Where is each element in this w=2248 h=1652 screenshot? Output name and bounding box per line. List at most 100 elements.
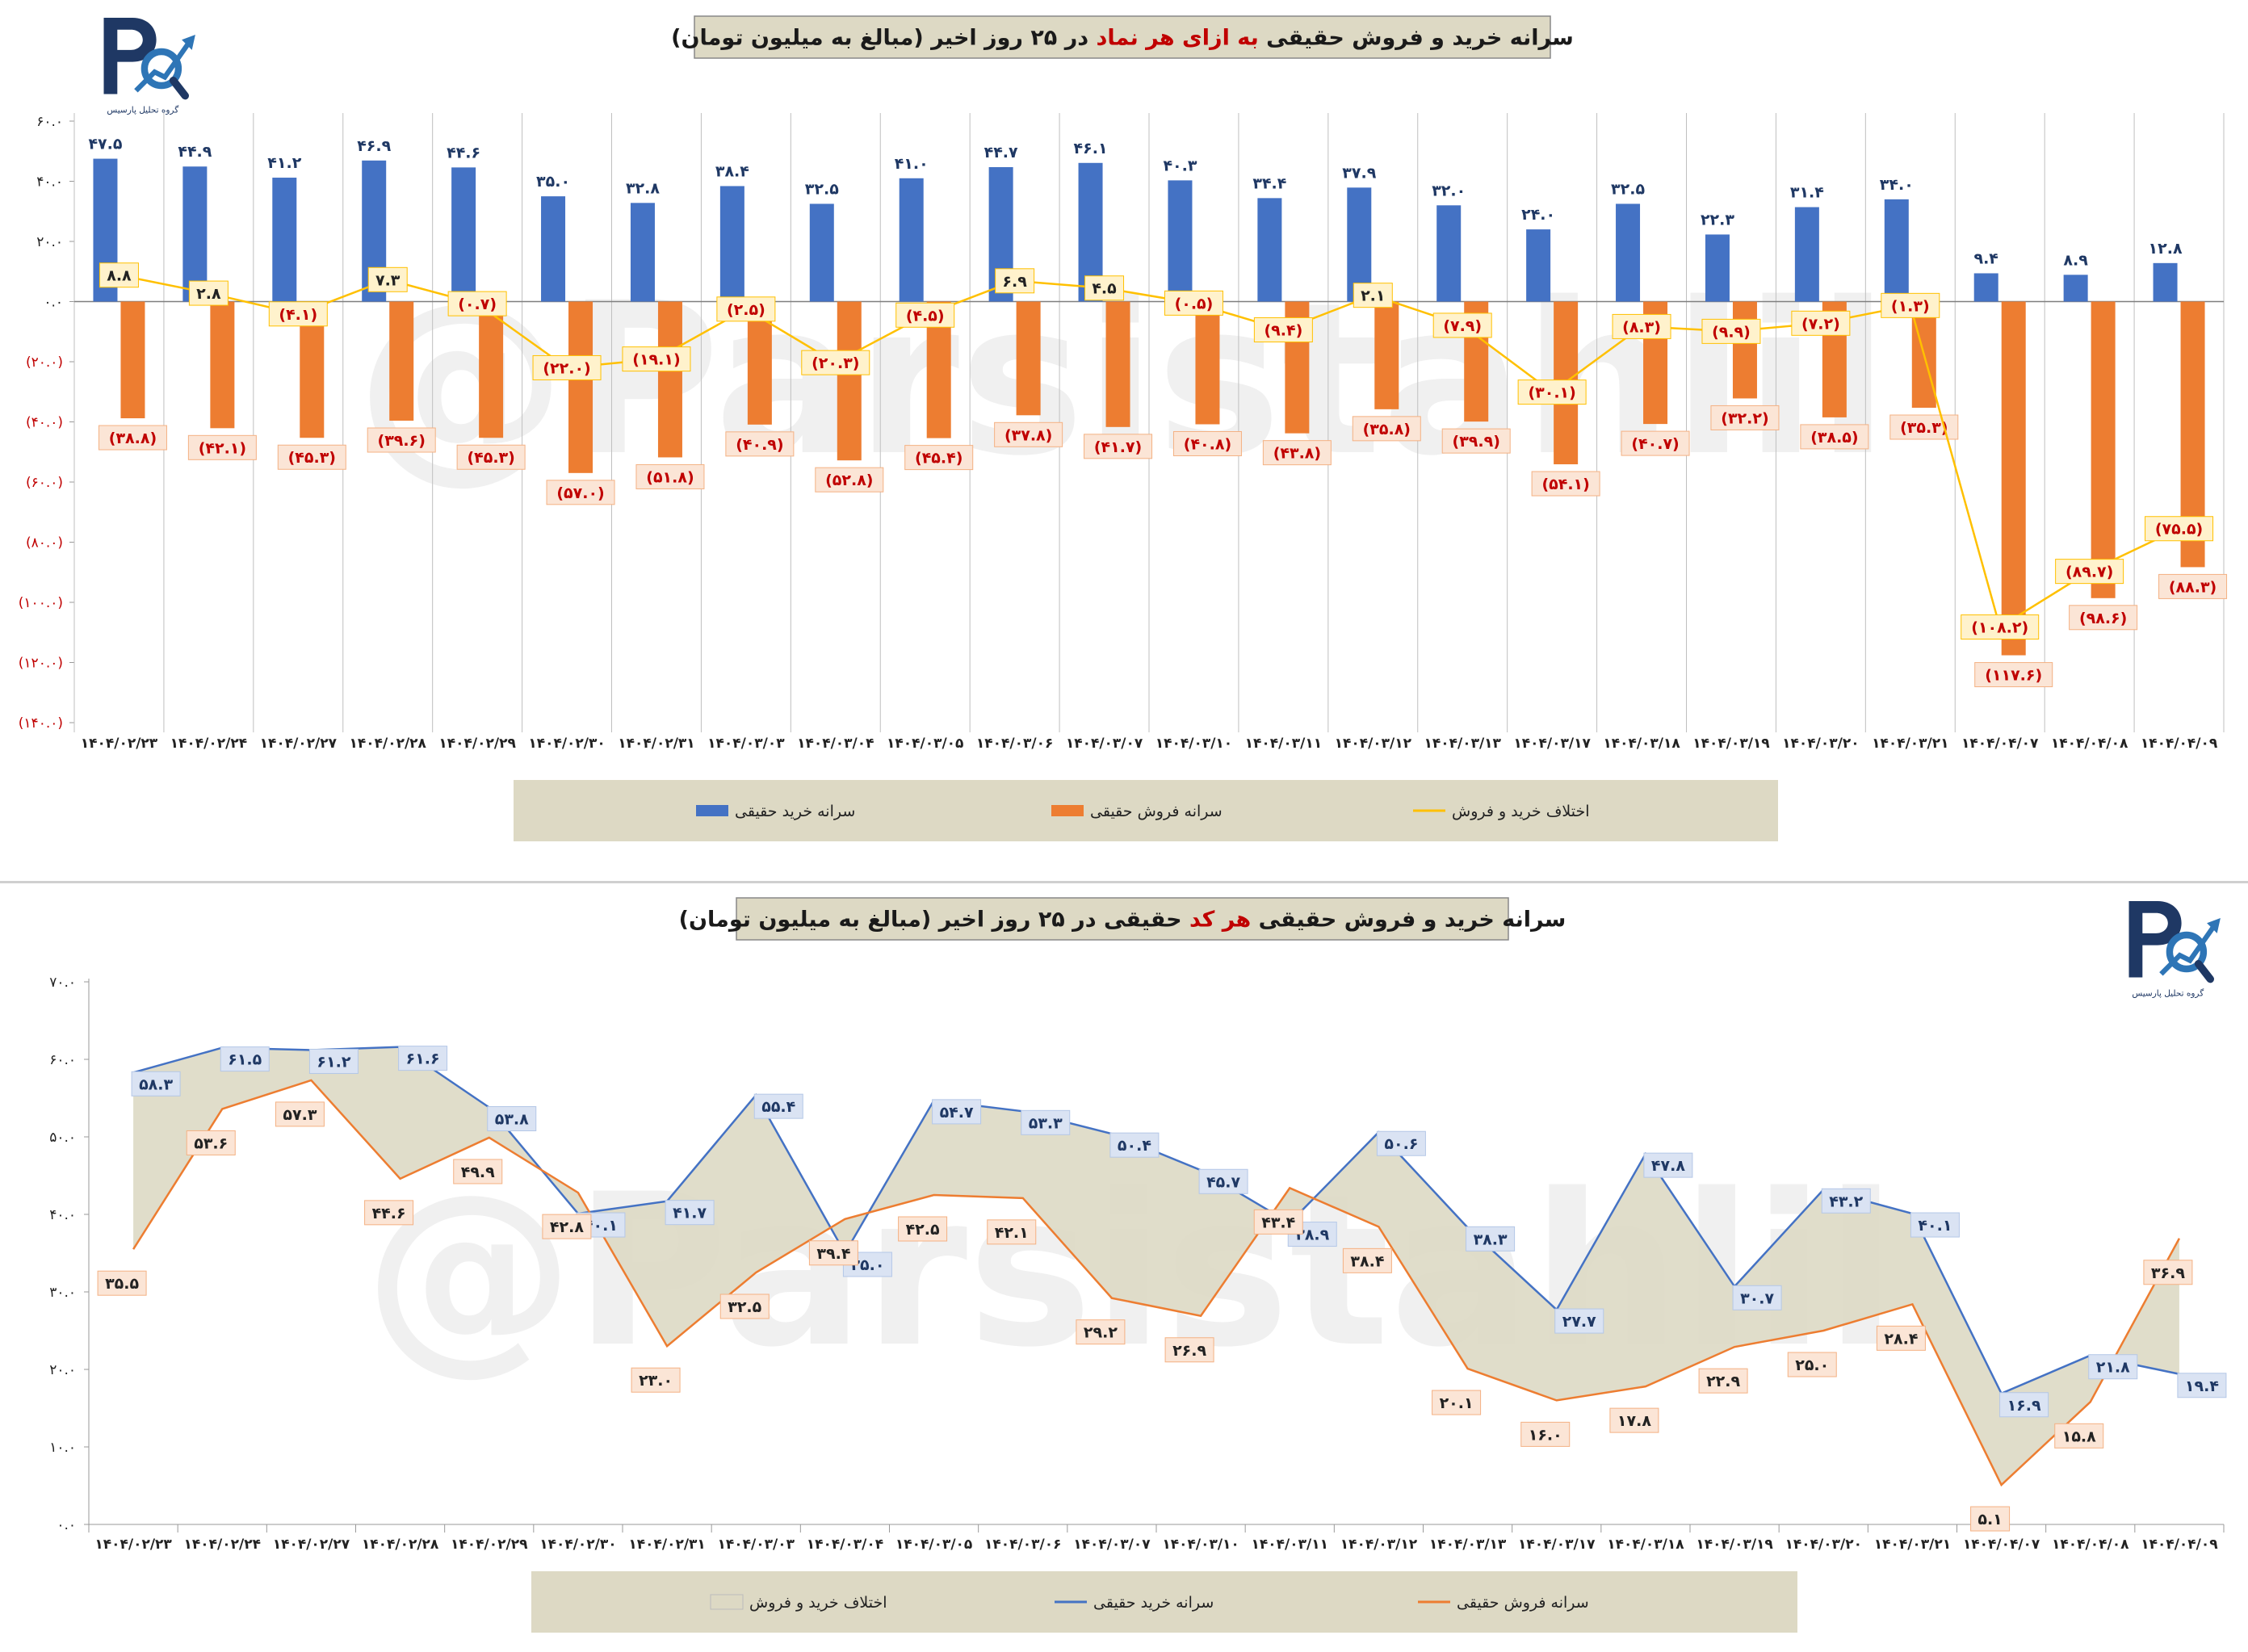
chart-1-legend: سرانه خرید حقیقی سرانه فروش حقیقی اختلاف خ… xyxy=(514,780,1778,841)
chart-1-buy-bar-19 xyxy=(1794,207,1819,302)
chart-2-sell-label-12: ۲۶.۹ xyxy=(1172,1342,1206,1360)
chart-1-diff-label-18: (۹.۹) xyxy=(1712,323,1751,341)
chart-1-ytick-label-1: ۴۰.۰ xyxy=(36,174,63,191)
chart-1-diff-label-17-bg xyxy=(1612,313,1671,339)
chart-1-diff-label-8: (۲۰.۳) xyxy=(812,354,859,372)
chart-2-sell-label-21-bg xyxy=(1970,1506,2011,1532)
chart-1-sell-bar-12 xyxy=(1195,301,1220,425)
chart-1-diff-label-12-bg xyxy=(1164,290,1223,316)
chart-1-xtick-label-3: ۱۴۰۴/۰۲/۲۸ xyxy=(349,736,426,752)
chart-2-buy-label-10: ۵۳.۳ xyxy=(1029,1114,1063,1132)
chart-2-ytick-label-7: ۰.۰ xyxy=(57,1517,76,1533)
chart-1-ytick-label-9: (۱۲۰.۰) xyxy=(19,656,63,672)
chart-2-sell-label-20-bg xyxy=(1876,1325,1926,1351)
chart-1-diff-label-8-bg xyxy=(801,350,870,375)
chart-1-ytick-label-6: (۶۰.۰) xyxy=(26,475,63,491)
chart-1-diff-label-23: (۷۵.۵) xyxy=(2155,521,2203,539)
chart-1-sell-label-20: (۳۵.۳) xyxy=(1900,419,1948,437)
chart-2-diff-area xyxy=(133,1046,2179,1486)
panel-separator xyxy=(0,881,2248,883)
chart-1-xtick-label-22: ۱۴۰۴/۰۴/۰۸ xyxy=(2051,736,2128,752)
chart-2-logo-magnifier-icon xyxy=(2166,931,2208,973)
chart-2-sell-label-13: ۴۳.۴ xyxy=(1261,1214,1295,1231)
chart-1-diff-label-5: (۲۲.۰) xyxy=(543,359,590,377)
chart-1-ytick-label-0: ۶۰.۰ xyxy=(36,114,63,130)
chart-2-buy-label-17: ۴۷.۸ xyxy=(1651,1157,1685,1175)
chart-1-diff-label-21: (۱۰۸.۲) xyxy=(1971,619,2028,637)
chart-panel-1: @Parsistahlil ۶۰.۰۴۰.۰۲۰.۰۰.۰(۲۰.۰)(۴۰.۰… xyxy=(19,15,2228,841)
chart-2-sell-label-19-bg xyxy=(1787,1352,1837,1377)
chart-1-buy-label-5: ۳۵.۰ xyxy=(536,173,570,191)
chart-2-buy-label-11-bg xyxy=(1109,1132,1160,1158)
chart-1-sell-label-10-bg xyxy=(994,421,1063,447)
chart-1-diff-label-23-bg xyxy=(2145,516,2214,542)
chart-1-sell-label-3-bg xyxy=(367,427,436,453)
chart-1-xtick-label-7: ۱۴۰۴/۰۳/۰۳ xyxy=(707,736,785,752)
chart-2-xtick-label-19: ۱۴۰۴/۰۳/۲۰ xyxy=(1785,1537,1862,1553)
chart-1-diff-label-4: (۰.۷) xyxy=(458,296,497,313)
chart-1-diff-label-10: ۶.۹ xyxy=(1002,273,1027,291)
chart-1-diff-label-5-bg xyxy=(532,354,602,380)
chart-1-ytick-label-3: ۰.۰ xyxy=(44,295,63,311)
chart-1-ytick-label-5: (۴۰.۰) xyxy=(26,415,63,431)
chart-1-buy-bar-1 xyxy=(182,166,208,302)
chart-2-xtick-label-15: ۱۴۰۴/۰۳/۱۳ xyxy=(1429,1537,1507,1553)
chart-1-sell-label-7: (۴۰.۹) xyxy=(736,436,783,454)
chart-2-sell-label-9-bg xyxy=(898,1216,948,1242)
chart-1-sell-label-11: (۴۱.۷) xyxy=(1094,438,1142,456)
chart-2-sell-label-18: ۲۲.۹ xyxy=(1706,1373,1740,1390)
chart-2-sell-label-15-bg xyxy=(1432,1390,1482,1415)
chart-2-sell-label-14-bg xyxy=(1342,1247,1392,1273)
chart-panel-2: @Parsistahlil ۷۰.۰۶۰.۰۵۰.۰۴۰.۰۳۰.۰۲۰.۰۱۰… xyxy=(0,883,2248,1652)
chart-2-sell-label-14: ۳۸.۴ xyxy=(1350,1252,1384,1270)
chart-1-buy-label-22: ۸.۹ xyxy=(2063,251,2088,269)
chart-2-ytick-label-0: ۷۰.۰ xyxy=(49,975,76,991)
chart-1-xtick-label-9: ۱۴۰۴/۰۳/۰۵ xyxy=(887,736,963,752)
chart-2-buy-label-3: ۶۱.۶ xyxy=(406,1050,440,1068)
chart-2-buy-label-16: ۲۷.۷ xyxy=(1562,1313,1596,1331)
chart-1-buy-bar-4 xyxy=(451,167,476,302)
chart-1-diff-label-3: ۷.۳ xyxy=(375,271,401,289)
chart-1-diff-label-3-bg xyxy=(367,266,408,292)
chart-2-legend-swatch-0 xyxy=(710,1594,744,1610)
chart-1-sell-label-1-bg xyxy=(187,434,257,460)
chart-1-xtick-label-6: ۱۴۰۴/۰۲/۳۱ xyxy=(618,736,694,752)
chart-1-sell-label-17: (۴۰.۷) xyxy=(1631,435,1679,453)
chart-1-sell-label-11-bg xyxy=(1084,434,1153,459)
chart-2-buy-label-13: ۳۸.۹ xyxy=(1295,1226,1329,1244)
chart-2-sell-label-23: ۳۶.۹ xyxy=(2151,1264,2185,1282)
chart-1-sell-label-12-bg xyxy=(1172,430,1242,456)
chart-1-diff-label-18-bg xyxy=(1701,318,1761,344)
chart-2-buy-label-14-bg xyxy=(1376,1130,1426,1156)
chart-2-buy-label-3-bg xyxy=(398,1046,448,1071)
chart-2-xtick-label-14: ۱۴۰۴/۰۳/۱۲ xyxy=(1340,1537,1418,1553)
chart-2-sell-label-10-bg xyxy=(987,1219,1037,1245)
chart-1-sell-label-2: (۴۵.۳) xyxy=(288,449,336,467)
chart-2-sell-label-16: ۱۶.۰ xyxy=(1529,1426,1562,1444)
chart-2-xtick-label-9: ۱۴۰۴/۰۳/۰۵ xyxy=(895,1537,972,1553)
chart-1-sell-label-16: (۵۴.۱) xyxy=(1541,476,1589,493)
chart-2-ytick-label-1: ۶۰.۰ xyxy=(49,1052,76,1068)
chart-2-buy-label-4-bg xyxy=(487,1106,537,1132)
chart-2-sell-label-8-bg xyxy=(808,1240,858,1266)
chart-1-sell-label-18: (۳۲.۲) xyxy=(1721,409,1768,427)
chart-1-legend-label-2: اختلاف خرید و فروش xyxy=(1452,803,1590,820)
chart-1-xtick-label-18: ۱۴۰۴/۰۳/۱۹ xyxy=(1692,736,1770,752)
chart-1-buy-label-15: ۳۲.۰ xyxy=(1432,182,1466,199)
chart-1-sell-label-22-bg xyxy=(2069,605,2138,631)
chart-1-buy-bar-5 xyxy=(541,196,566,302)
chart-1-diff-label-7-bg xyxy=(716,296,776,322)
chart-1-title-part-2: در ۲۵ روز اخیر (مبالغ به میلیون تومان) xyxy=(671,25,1096,50)
chart-1-diff-label-15: (۷.۹) xyxy=(1443,317,1482,335)
chart-1-ytick-label-10: (۱۴۰.۰) xyxy=(19,715,63,732)
chart-1-sell-label-12: (۴۰.۸) xyxy=(1184,435,1231,453)
chart-1-diff-label-11-bg xyxy=(1084,275,1125,301)
chart-1-sell-bar-8 xyxy=(837,301,862,461)
chart-2-ytick-label-2: ۵۰.۰ xyxy=(49,1130,76,1146)
chart-1-buy-bar-21 xyxy=(1973,273,1998,302)
chart-1-svg: @Parsistahlil ۶۰.۰۴۰.۰۲۰.۰۰.۰(۲۰.۰)(۴۰.۰… xyxy=(19,15,2228,841)
chart-2-xtick-label-20: ۱۴۰۴/۰۳/۲۱ xyxy=(1874,1537,1951,1553)
chart-1-diff-label-14: ۲.۱ xyxy=(1361,287,1385,305)
chart-2-buy-label-11: ۵۰.۴ xyxy=(1118,1137,1151,1155)
chart-1-buy-bar-23 xyxy=(2153,262,2178,302)
